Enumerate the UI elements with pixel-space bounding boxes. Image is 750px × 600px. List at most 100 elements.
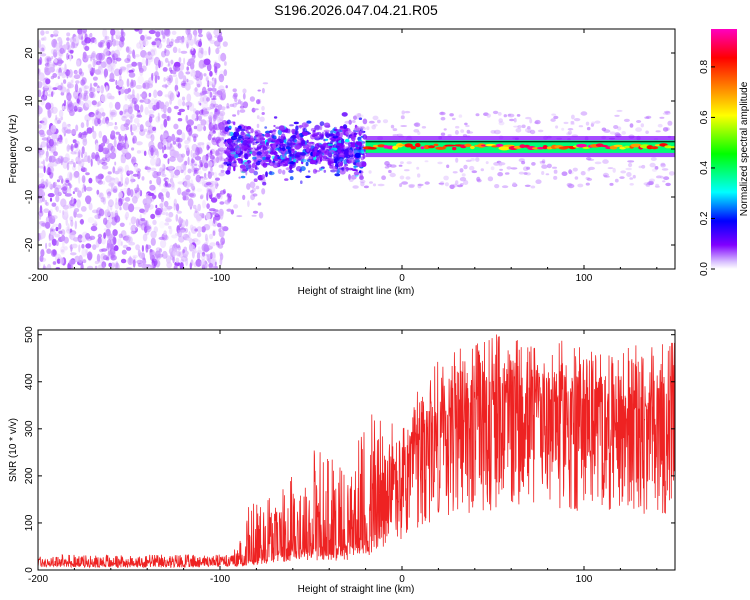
noise-blob bbox=[128, 203, 135, 213]
noise-blob bbox=[172, 174, 179, 178]
transition-blob bbox=[319, 167, 324, 171]
transition-blob bbox=[263, 151, 269, 155]
noise-blob bbox=[174, 169, 181, 176]
noise-blob bbox=[133, 54, 136, 60]
noise-blob bbox=[146, 36, 152, 40]
tone-tail-blob bbox=[440, 132, 446, 136]
tone-tail-blob bbox=[458, 114, 463, 118]
noise-blob bbox=[45, 78, 51, 85]
x-tick-label: -100 bbox=[210, 574, 230, 585]
tone-tail-blob bbox=[546, 163, 552, 169]
tone-tail-blob bbox=[567, 130, 573, 135]
noise-blob bbox=[195, 258, 202, 267]
noise-blob bbox=[130, 216, 136, 225]
noise-blob bbox=[175, 250, 181, 257]
fringe-blob bbox=[198, 164, 204, 168]
noise-blob bbox=[200, 259, 206, 268]
noise-blob bbox=[92, 244, 97, 251]
tone-tail-blob bbox=[609, 131, 616, 135]
tone-tail-blob bbox=[537, 129, 544, 133]
tone-tail-blob bbox=[539, 160, 546, 165]
tone-tail-blob bbox=[348, 178, 354, 182]
noise-blob bbox=[173, 105, 179, 110]
noise-blob bbox=[85, 90, 89, 95]
noise-blob bbox=[222, 226, 229, 232]
noise-blob bbox=[162, 36, 166, 43]
fringe-blob bbox=[226, 193, 230, 197]
noise-blob bbox=[90, 114, 97, 121]
noise-blob bbox=[222, 41, 228, 47]
transition-blob bbox=[339, 168, 346, 175]
transition-blob bbox=[227, 165, 232, 171]
transition-blob bbox=[309, 159, 317, 165]
noise-blob bbox=[67, 223, 70, 232]
noise-blob bbox=[69, 109, 75, 117]
noise-blob bbox=[185, 101, 193, 108]
noise-blob bbox=[139, 124, 144, 132]
tone-tail-blob bbox=[655, 183, 660, 188]
noise-blob bbox=[167, 90, 174, 100]
noise-blob bbox=[84, 167, 88, 173]
noise-blob bbox=[41, 122, 47, 130]
noise-blob bbox=[165, 212, 169, 216]
noise-blob bbox=[70, 143, 74, 152]
noise-blob bbox=[97, 101, 102, 107]
noise-blob bbox=[154, 210, 161, 216]
tone-tail-blob bbox=[366, 126, 370, 131]
transition-blob bbox=[234, 154, 239, 159]
noise-blob bbox=[207, 80, 210, 88]
noise-blob bbox=[113, 245, 119, 252]
transition-blob bbox=[282, 146, 286, 152]
noise-blob bbox=[168, 195, 171, 200]
tone-tail-blob bbox=[490, 130, 496, 134]
fringe-blob bbox=[203, 177, 208, 180]
noise-blob bbox=[135, 84, 143, 90]
noise-blob bbox=[74, 208, 80, 213]
noise-blob bbox=[65, 179, 70, 183]
noise-blob bbox=[192, 36, 198, 42]
noise-blob bbox=[70, 151, 77, 155]
noise-blob bbox=[58, 175, 63, 180]
noise-blob bbox=[70, 79, 74, 84]
tone-tail-blob bbox=[656, 175, 663, 178]
tone-tail-blob bbox=[492, 110, 499, 115]
noise-blob bbox=[219, 110, 226, 117]
fringe-blob bbox=[206, 144, 210, 151]
noise-blob bbox=[53, 52, 57, 58]
noise-blob bbox=[65, 226, 70, 232]
noise-blob bbox=[70, 219, 74, 227]
transition-blob bbox=[243, 153, 248, 159]
noise-blob bbox=[82, 29, 87, 34]
noise-blob bbox=[204, 233, 208, 242]
fringe-blob bbox=[221, 162, 225, 169]
transition-blob bbox=[321, 150, 325, 153]
fringe-blob bbox=[261, 112, 265, 115]
tone-tail-blob bbox=[400, 125, 408, 127]
noise-blob bbox=[106, 41, 111, 50]
noise-blob bbox=[50, 109, 54, 114]
noise-blob bbox=[214, 66, 218, 74]
noise-blob bbox=[148, 102, 155, 110]
noise-blob bbox=[190, 149, 193, 158]
noise-blob bbox=[86, 251, 93, 261]
noise-blob bbox=[38, 180, 41, 187]
fringe-blob bbox=[196, 83, 201, 88]
transition-blob bbox=[254, 164, 258, 170]
noise-blob bbox=[203, 244, 209, 253]
noise-blob bbox=[196, 226, 203, 233]
noise-blob bbox=[100, 61, 107, 68]
noise-blob bbox=[220, 52, 227, 62]
noise-blob bbox=[87, 217, 95, 224]
noise-blob bbox=[70, 129, 77, 135]
noise-blob bbox=[130, 124, 133, 133]
noise-blob bbox=[201, 254, 206, 261]
noise-blob bbox=[97, 118, 101, 125]
tone-tail-blob bbox=[398, 164, 403, 167]
tone-tail-blob bbox=[499, 168, 503, 171]
noise-blob bbox=[97, 233, 103, 239]
tone-tail-blob bbox=[443, 175, 449, 181]
noise-blob bbox=[74, 142, 79, 148]
noise-blob bbox=[192, 152, 196, 159]
noise-blob bbox=[124, 108, 129, 113]
noise-blob bbox=[132, 259, 136, 268]
